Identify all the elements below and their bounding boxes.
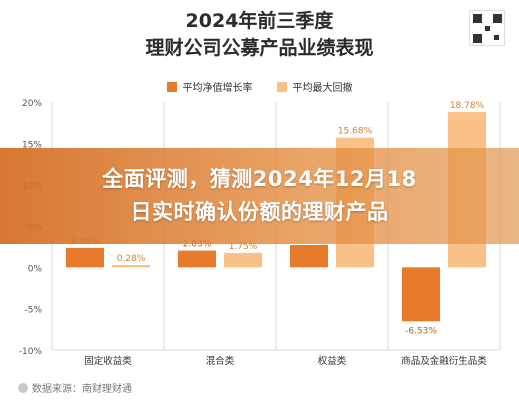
chart-title-line1: 2024年前三季度	[185, 10, 334, 32]
qr-logo-icon	[469, 10, 505, 46]
legend-label-series-a: 平均净值增长率	[182, 83, 253, 94]
bar	[224, 252, 262, 268]
legend-swatch-series-b	[276, 81, 287, 92]
y-tick-label: -5%	[24, 306, 42, 316]
bar	[66, 247, 104, 268]
chart-title-line2: 理财公司公募产品业绩表现	[145, 37, 374, 59]
banner-line1: 全面评测，猜测2024年12月18	[102, 167, 417, 191]
bar	[290, 245, 328, 268]
banner-line2: 日实时确认份额的理财产品	[130, 200, 389, 224]
x-tick-label: 混合类	[206, 355, 235, 367]
x-tick-label: 固定收益类	[84, 355, 132, 367]
legend-item-series-b: 平均最大回撤	[276, 79, 353, 94]
data-label: -6.53%	[405, 326, 437, 336]
x-tick-label: 权益类	[318, 355, 347, 367]
y-tick-label: 20%	[22, 99, 42, 109]
data-label: 0.28%	[117, 254, 146, 264]
data-label: 1.75%	[229, 242, 258, 252]
data-label: 2.03%	[183, 240, 212, 250]
legend-label-series-b: 平均最大回撤	[292, 83, 353, 94]
data-source: 数据来源：南财理财通	[18, 380, 132, 395]
bar	[112, 265, 150, 268]
y-tick-label: 0%	[28, 264, 43, 274]
legend-swatch-series-a	[166, 81, 177, 92]
headline-banner: 全面评测，猜测2024年12月18 日实时确认份额的理财产品	[0, 148, 519, 244]
y-tick-label: 15%	[22, 140, 42, 150]
x-tick-label: 商品及金融衍生品类	[401, 355, 487, 367]
bar	[178, 250, 216, 268]
data-label: 18.78%	[450, 101, 485, 111]
y-tick-label: -10%	[19, 347, 43, 357]
bar	[402, 267, 440, 322]
data-label: 15.68%	[338, 127, 373, 137]
legend-item-series-a: 平均净值增长率	[166, 79, 253, 94]
source-icon	[18, 382, 28, 393]
chart-legend: 平均净值增长率 平均最大回撤	[0, 79, 519, 94]
source-text: 数据来源：南财理财通	[32, 384, 132, 395]
